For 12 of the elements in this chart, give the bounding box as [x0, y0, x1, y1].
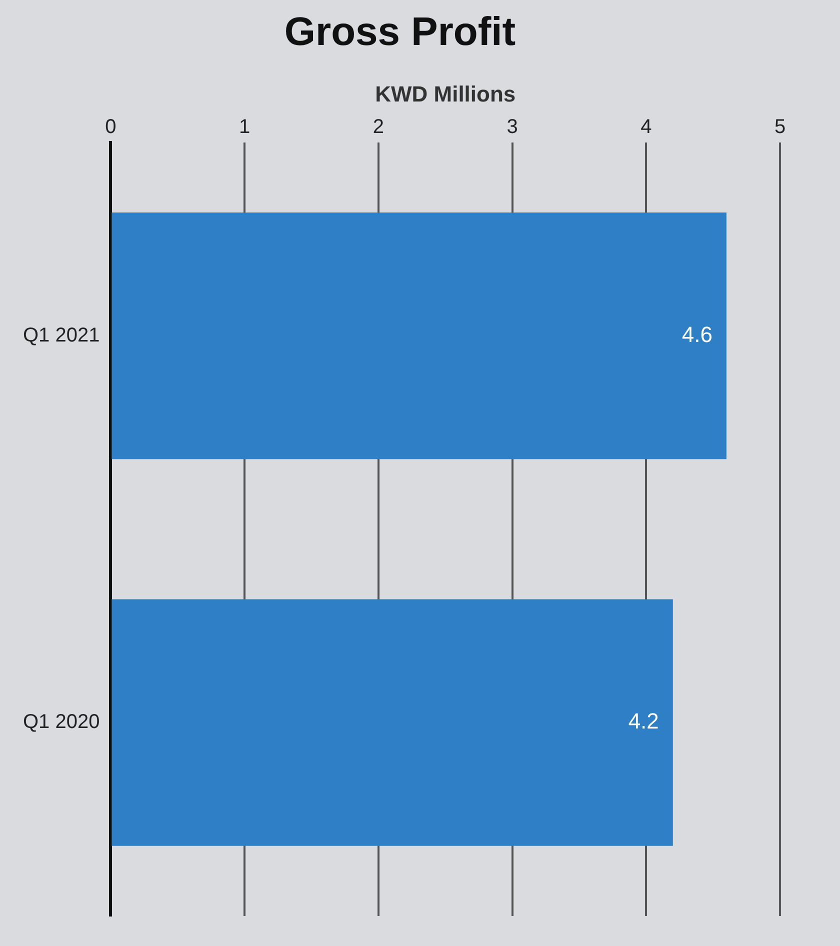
data-label: 4.2 [628, 708, 659, 734]
data-label: 4.6 [682, 322, 712, 347]
x-tick-label: 3 [506, 116, 518, 138]
y-tick-label: Q1 2020 [22, 711, 100, 734]
x-axis-title: KWD Millions [375, 81, 516, 106]
x-tick-label: 5 [774, 116, 786, 138]
x-tick-label: 2 [372, 116, 384, 138]
y-tick-label: Q1 2021 [22, 324, 100, 346]
chart-title: Gross Profit [284, 10, 516, 54]
x-tick-label: 0 [105, 116, 116, 138]
x-tick-label: 1 [239, 116, 250, 138]
x-tick-label: 4 [640, 116, 652, 138]
